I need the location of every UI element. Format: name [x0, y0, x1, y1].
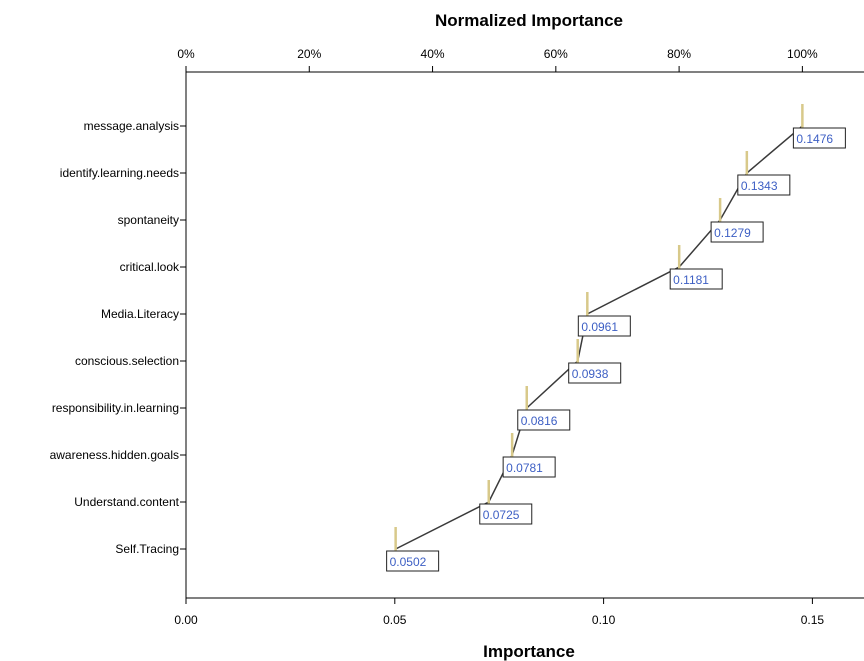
importance-series: 0.1476 0.1343 0.1279 0.1181 0.0961 0.0938 0.08…: [386, 104, 846, 572]
category-label: responsibility.in.learning: [52, 401, 179, 415]
bottom-axis-title: Importance: [483, 642, 575, 661]
data-label-box: [792, 127, 846, 149]
data-label: 0.0961: [581, 320, 618, 334]
category-label: conscious.selection: [75, 354, 179, 368]
top-tick-label: 0%: [177, 47, 195, 61]
category-label: message.analysis: [84, 119, 179, 133]
data-label-box: [669, 268, 723, 290]
data-label-box: [577, 315, 631, 337]
bottom-tick-label: 0.00: [174, 613, 198, 627]
category-label: identify.learning.needs: [60, 166, 179, 180]
data-label: 0.1476: [796, 132, 833, 146]
data-label: 0.1181: [673, 273, 709, 287]
data-label: 0.0781: [506, 461, 543, 475]
category-label: critical.look: [120, 260, 180, 274]
category-axis: message.analysis identify.learning.needs s…: [50, 119, 186, 556]
bottom-tick-label: 0.15: [801, 613, 825, 627]
top-tick-label: 100%: [787, 47, 818, 61]
top-tick-label: 20%: [297, 47, 321, 61]
bottom-tick-label: 0.05: [383, 613, 407, 627]
category-label: Understand.content: [74, 495, 179, 509]
data-label-box: [502, 456, 556, 478]
data-label-box: [710, 221, 764, 243]
data-label-box: [517, 409, 571, 431]
data-label-box: [737, 174, 791, 196]
top-tick-label: 40%: [421, 47, 445, 61]
data-label: 0.0816: [521, 414, 558, 428]
data-label-box: [479, 503, 533, 525]
bottom-tick-label: 0.10: [592, 613, 616, 627]
data-label-box: [568, 362, 622, 384]
data-label-box: [386, 550, 440, 572]
data-label: 0.1343: [741, 179, 778, 193]
category-label: spontaneity: [118, 213, 179, 227]
data-label: 0.1279: [714, 226, 751, 240]
category-label: Media.Literacy: [101, 307, 179, 321]
plot-frame: [185, 71, 864, 599]
data-label: 0.0502: [390, 555, 427, 569]
importance-line: [395, 125, 803, 550]
data-label: 0.0938: [572, 367, 609, 381]
data-label: 0.0725: [483, 508, 520, 522]
top-tick-label: 80%: [667, 47, 691, 61]
top-axis: 0% 20% 40% 60% 80% 100%: [177, 47, 818, 72]
top-tick-label: 60%: [544, 47, 568, 61]
category-label: Self.Tracing: [115, 542, 179, 556]
bottom-axis: 0.00 0.05 0.10 0.15: [174, 598, 824, 627]
category-label: awareness.hidden.goals: [50, 448, 179, 462]
top-axis-title: Normalized Importance: [435, 11, 623, 30]
